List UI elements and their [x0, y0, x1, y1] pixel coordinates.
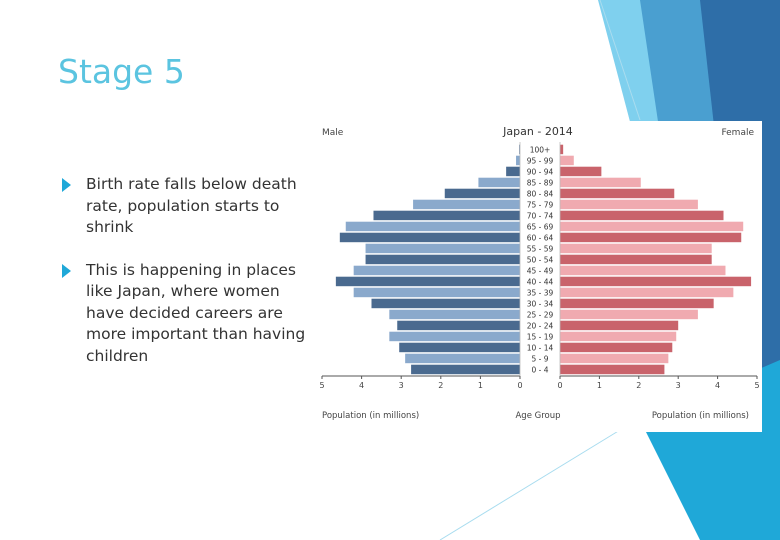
female-bar: [560, 309, 698, 320]
male-x-tick-label: 4: [359, 381, 364, 390]
age-group-label: 100+: [530, 146, 551, 155]
male-bar: [397, 320, 520, 331]
male-bar: [516, 155, 520, 166]
bullet-marker-icon: [62, 263, 71, 278]
x-axis-label-left: Population (in millions): [322, 411, 419, 421]
male-bar: [411, 364, 520, 375]
male-x-tick-label: 0: [517, 381, 522, 390]
male-bar: [373, 210, 520, 221]
population-pyramid-svg: Male Japan - 2014 Female Population (in …: [319, 125, 759, 421]
male-x-tick-label: 1: [478, 381, 483, 390]
female-bar: [560, 210, 724, 221]
age-group-label: 10 - 14: [527, 344, 554, 353]
age-group-label: 5 - 9: [531, 355, 548, 364]
age-group-label: 40 - 44: [527, 278, 554, 287]
age-group-label: 60 - 64: [527, 234, 554, 243]
female-bar: [560, 155, 574, 166]
age-group-label: 65 - 69: [527, 223, 554, 232]
male-bar: [353, 287, 520, 298]
female-bar: [560, 243, 712, 254]
male-bar: [339, 232, 520, 243]
age-group-label: 30 - 34: [527, 300, 554, 309]
female-x-tick-label: 3: [676, 381, 681, 390]
bullet-text: Birth rate falls below death rate, popul…: [86, 175, 297, 236]
female-bar: [560, 199, 698, 210]
female-bar: [560, 287, 734, 298]
age-group-label: 20 - 24: [527, 322, 554, 331]
male-bar: [399, 342, 520, 353]
female-bar: [560, 265, 726, 276]
female-bar: [560, 353, 669, 364]
male-x-tick-label: 2: [438, 381, 443, 390]
age-group-label: 70 - 74: [527, 212, 554, 221]
female-x-tick-label: 5: [754, 381, 759, 390]
age-group-label: 85 - 89: [527, 179, 554, 188]
female-bar: [560, 254, 712, 265]
population-pyramid-chart: Male Japan - 2014 Female Population (in …: [308, 121, 762, 432]
male-bar: [345, 221, 520, 232]
male-bar: [444, 188, 520, 199]
slide-title: Stage 5: [58, 52, 185, 91]
female-bar: [560, 298, 714, 309]
bullet-text: This is happening in places like Japan, …: [86, 260, 306, 365]
male-bar: [389, 331, 520, 342]
female-bar: [560, 342, 673, 353]
age-group-label: 15 - 19: [527, 333, 554, 342]
female-x-tick-label: 1: [597, 381, 602, 390]
male-bar: [371, 298, 520, 309]
age-group-label: 45 - 49: [527, 267, 554, 276]
male-x-tick-label: 5: [319, 381, 324, 390]
bullet-list: Birth rate falls below death rate, popul…: [62, 174, 312, 388]
male-x-tick-label: 3: [399, 381, 404, 390]
female-x-tick-label: 2: [636, 381, 641, 390]
age-group-label: 35 - 39: [527, 289, 554, 298]
male-bar: [365, 243, 520, 254]
x-axis-label-center: Age Group: [515, 411, 560, 421]
bullet-marker-icon: [62, 178, 71, 192]
age-group-label: 55 - 59: [527, 245, 554, 254]
female-bar: [560, 331, 677, 342]
male-bar: [478, 177, 520, 188]
female-bar: [560, 320, 679, 331]
age-group-label: 90 - 94: [527, 168, 554, 177]
female-x-tick-label: 0: [557, 381, 562, 390]
deco-line: [599, 0, 641, 121]
female-bar: [560, 188, 675, 199]
female-bar: [560, 144, 564, 155]
male-bar: [405, 353, 520, 364]
female-bar: [560, 177, 641, 188]
age-group-label: 0 - 4: [531, 366, 548, 375]
male-bar: [335, 276, 520, 287]
x-axis-label-right: Population (in millions): [652, 411, 749, 421]
deco-line: [439, 429, 621, 540]
chart-right-label: Female: [721, 128, 754, 138]
chart-title: Japan - 2014: [502, 125, 573, 138]
age-group-label: 25 - 29: [527, 311, 554, 320]
male-bar: [506, 166, 520, 177]
female-x-tick-label: 4: [715, 381, 720, 390]
female-bar: [560, 364, 665, 375]
age-group-label: 50 - 54: [527, 256, 554, 265]
male-bar: [389, 309, 520, 320]
female-bar: [560, 232, 742, 243]
male-bar: [353, 265, 520, 276]
bullet-item: This is happening in places like Japan, …: [62, 260, 312, 368]
female-bar: [560, 166, 602, 177]
age-group-label: 95 - 99: [527, 157, 554, 166]
male-bar: [413, 199, 520, 210]
chart-left-label: Male: [322, 128, 344, 138]
age-group-label: 75 - 79: [527, 201, 554, 210]
age-group-label: 80 - 84: [527, 190, 554, 199]
female-bar: [560, 276, 752, 287]
male-bar: [365, 254, 520, 265]
female-bar: [560, 221, 744, 232]
bullet-item: Birth rate falls below death rate, popul…: [62, 174, 312, 239]
